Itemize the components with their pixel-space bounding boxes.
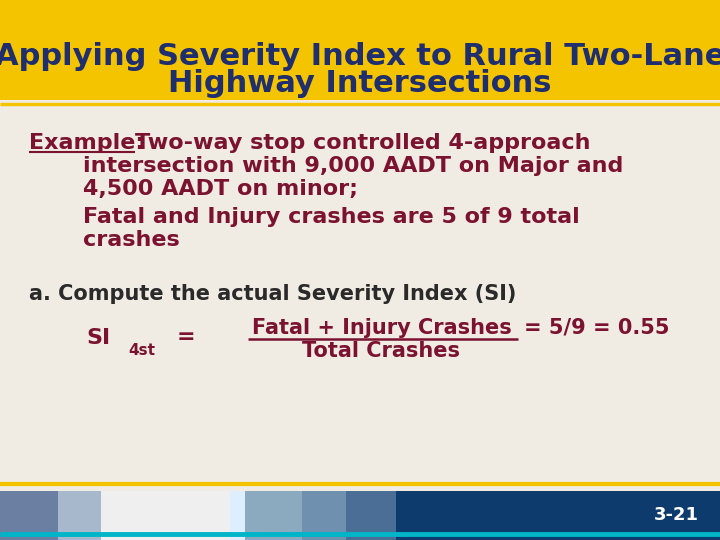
Bar (302, 491, 346, 540)
Text: Two-way stop controlled 4-approach: Two-way stop controlled 4-approach (135, 133, 591, 153)
Bar (245, 491, 302, 540)
Text: a. Compute the actual Severity Index (SI): a. Compute the actual Severity Index (SI… (29, 284, 516, 305)
Text: Fatal + Injury Crashes: Fatal + Injury Crashes (252, 318, 512, 338)
Text: Fatal and Injury crashes are 5 of 9 total: Fatal and Injury crashes are 5 of 9 tota… (83, 207, 580, 227)
Bar (230, 491, 245, 540)
Bar (58, 491, 101, 540)
Text: Highway Intersections: Highway Intersections (168, 69, 552, 98)
Text: 4,500 AADT on minor;: 4,500 AADT on minor; (83, 179, 358, 199)
Bar (0, 0, 720, 100)
Text: =: = (176, 327, 195, 348)
Text: intersection with 9,000 AADT on Major and: intersection with 9,000 AADT on Major an… (83, 156, 624, 177)
Bar (396, 491, 720, 540)
Text: Example:: Example: (29, 133, 152, 153)
Bar (101, 491, 230, 540)
Text: crashes: crashes (83, 230, 179, 250)
Text: Total Crashes: Total Crashes (302, 341, 460, 361)
Text: Applying Severity Index to Rural Two-Lane: Applying Severity Index to Rural Two-Lan… (0, 42, 720, 71)
Text: 3-21: 3-21 (654, 505, 698, 524)
Bar (0, 491, 58, 540)
Bar (346, 491, 396, 540)
Text: SI: SI (86, 327, 111, 348)
Text: 4st: 4st (128, 343, 156, 358)
Text: = 5/9 = 0.55: = 5/9 = 0.55 (524, 318, 670, 338)
